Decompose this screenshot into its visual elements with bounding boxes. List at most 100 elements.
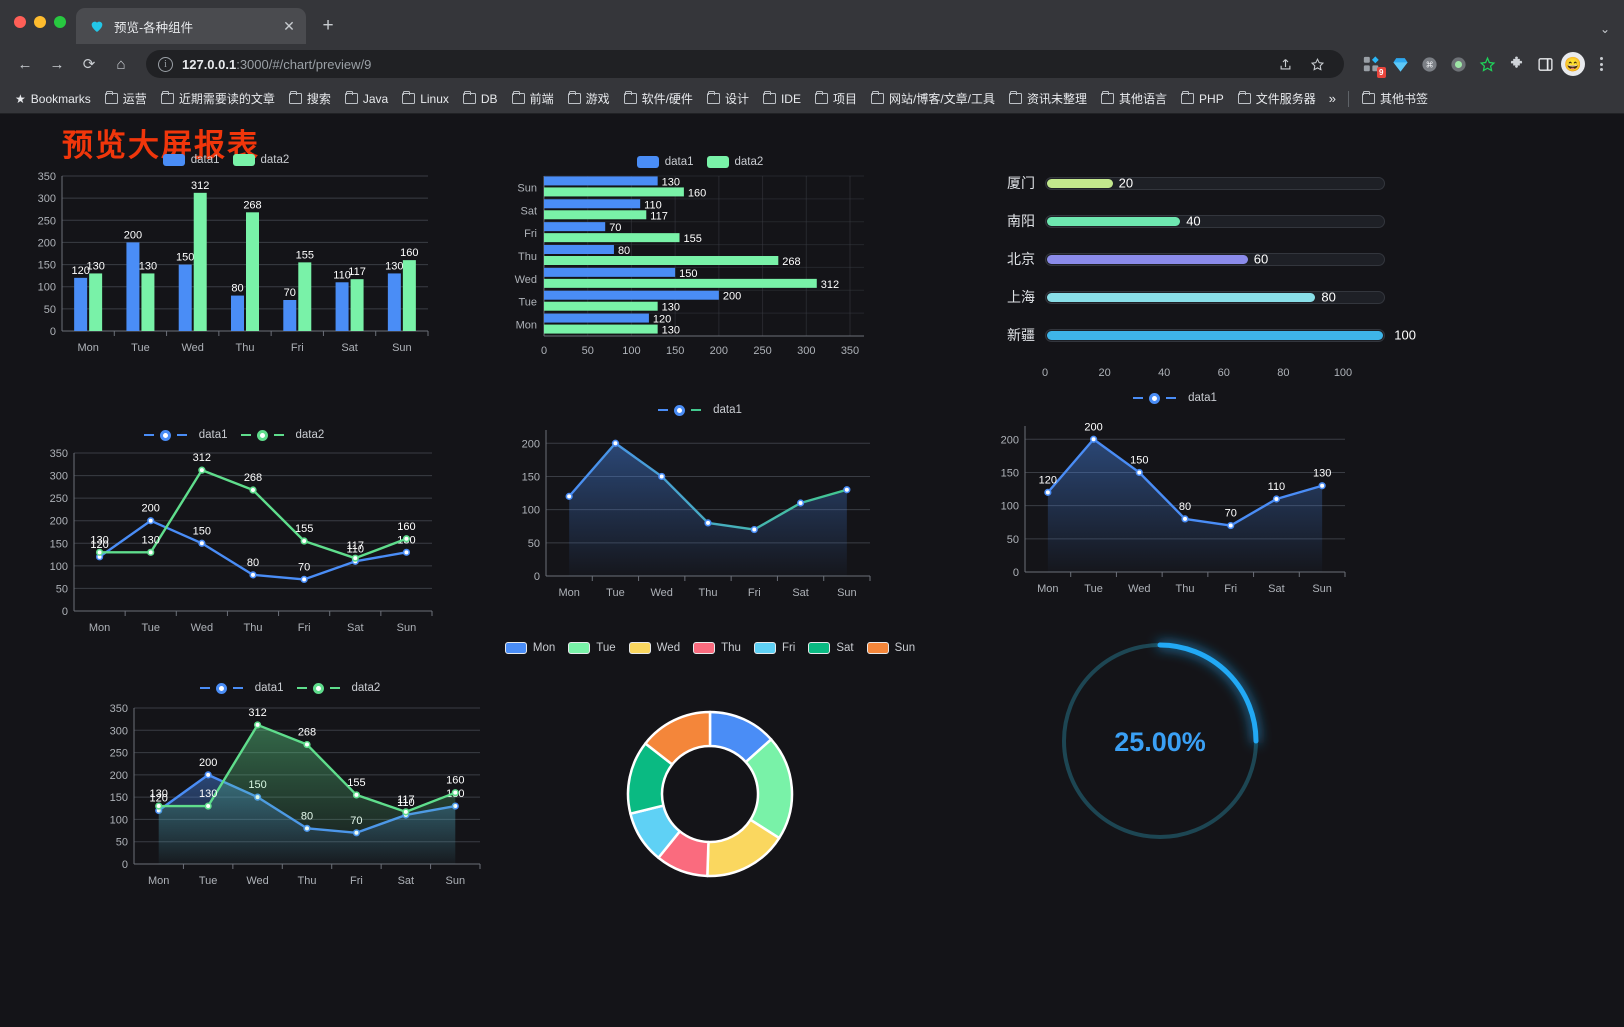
- legend-item[interactable]: Thu: [693, 642, 741, 654]
- legend-line-dual: data1 data2: [24, 429, 444, 441]
- share-icon[interactable]: [1270, 49, 1300, 79]
- close-window-button[interactable]: [14, 16, 26, 28]
- bookmark-item[interactable]: PHP: [1174, 89, 1231, 109]
- legend-item[interactable]: Sun: [866, 642, 915, 654]
- forward-button[interactable]: →: [49, 55, 65, 73]
- sidepanel-icon[interactable]: [1532, 51, 1558, 77]
- profile-avatar[interactable]: 😄: [1561, 52, 1585, 76]
- star-extension-icon[interactable]: [1474, 51, 1500, 77]
- legend-item[interactable]: data1: [1133, 392, 1217, 404]
- home-button[interactable]: ⌂: [116, 55, 126, 73]
- bookmark-item[interactable]: 近期需要读的文章: [154, 87, 282, 110]
- bookmarks-root[interactable]: ★ Bookmarks: [8, 89, 98, 109]
- chart-text: 160: [446, 775, 464, 787]
- bookmark-item[interactable]: 资讯未整理: [1002, 87, 1094, 110]
- legend-bar-vertical: data1 data2: [16, 154, 436, 166]
- legend-item[interactable]: data2: [296, 682, 380, 694]
- minimize-window-button[interactable]: [34, 16, 46, 28]
- bookmark-item[interactable]: Linux: [395, 89, 456, 109]
- data-point: [198, 539, 206, 547]
- browser-tab[interactable]: 预览-各种组件 ✕: [76, 8, 306, 44]
- chart-text: Wed: [246, 875, 268, 887]
- bookmark-item[interactable]: 搜索: [282, 87, 338, 110]
- bookmark-item[interactable]: 文件服务器: [1231, 87, 1323, 110]
- extensions-puzzle-icon[interactable]: 9: [1358, 51, 1386, 78]
- bookmark-item[interactable]: IDE: [756, 89, 808, 109]
- close-tab-button[interactable]: ✕: [283, 18, 295, 34]
- chart-text: Fri: [524, 228, 537, 240]
- bookmark-item[interactable]: Java: [338, 89, 395, 109]
- other-bookmarks-folder[interactable]: 其他书签: [1355, 87, 1435, 110]
- chart-area-single[interactable]: data1 0 50 100 150 200 Mon Tue Wed Thu Fri Sat Sun 1…: [975, 392, 1375, 632]
- bookmark-item[interactable]: 其他语言: [1094, 87, 1174, 110]
- chart-area-dual[interactable]: data1 data2 0 50 100 150 200 250 300 350 Mon Tue W…: [80, 682, 500, 932]
- progress-fill: [1047, 216, 1181, 226]
- chart-donut[interactable]: Mon Tue Wed Thu Fri Sat Sun: [500, 642, 920, 972]
- chart-text: Wed: [651, 587, 673, 599]
- area-fill: [1047, 439, 1323, 572]
- bookmark-item[interactable]: 游戏: [561, 87, 617, 110]
- folder-icon: [706, 90, 720, 104]
- bookmark-item[interactable]: 运营: [98, 87, 154, 110]
- bookmark-item[interactable]: 项目: [808, 87, 864, 110]
- chart-text: 250: [50, 493, 68, 505]
- puzzle-extension-icon[interactable]: [1503, 51, 1529, 77]
- legend-item[interactable]: data1: [636, 156, 694, 168]
- legend-item[interactable]: data1: [162, 154, 220, 166]
- data-point: [1227, 521, 1235, 530]
- bookmark-item[interactable]: 网站/博客/文章/工具: [864, 87, 1002, 110]
- legend-item[interactable]: data1: [143, 429, 228, 441]
- legend-item[interactable]: data1: [658, 404, 742, 416]
- bookmark-star-icon[interactable]: [1302, 49, 1332, 79]
- browser-menu-button[interactable]: [1588, 51, 1614, 77]
- chart-text: 130: [86, 260, 104, 272]
- chart-line-dual[interactable]: data1 data2 0 50 100 150 200 250 300 350 Mon Tue W…: [24, 429, 444, 669]
- chart-text: Thu: [1176, 583, 1195, 595]
- chart-line-smooth[interactable]: data1 0 50 100 150 200 Mon Tue Wed Thu Fri Sat Sun: [500, 404, 900, 644]
- legend-item[interactable]: Fri: [753, 642, 795, 654]
- bookmark-item[interactable]: 软件/硬件: [617, 87, 700, 110]
- legend-item[interactable]: Sat: [808, 642, 854, 654]
- bookmark-label: 资讯未整理: [1027, 92, 1088, 106]
- pie-slice[interactable]: [644, 710, 712, 766]
- chart-text: 110: [397, 797, 415, 809]
- maximize-window-button[interactable]: [54, 16, 66, 28]
- legend-item[interactable]: data2: [706, 156, 764, 168]
- legend-label: data2: [734, 156, 764, 168]
- grammar-extension-icon[interactable]: ⌘: [1416, 51, 1442, 77]
- bookmarks-overflow-button[interactable]: »: [1328, 91, 1336, 106]
- legend-item[interactable]: Mon: [504, 642, 555, 654]
- diamond-extension-icon[interactable]: [1387, 51, 1413, 77]
- chart-text: 70: [609, 222, 621, 234]
- progress-label: 厦门: [1007, 175, 1035, 191]
- chart-text: 20: [1098, 367, 1110, 379]
- chart-text: 100: [1334, 367, 1352, 379]
- new-tab-button[interactable]: +: [322, 15, 334, 36]
- address-bar[interactable]: i 127.0.0.1:3000/#/chart/preview/9: [146, 50, 1344, 78]
- area-fill: [569, 443, 847, 576]
- reload-button[interactable]: ⟳: [82, 56, 96, 73]
- legend-item[interactable]: Tue: [568, 642, 616, 654]
- circle-extension-icon[interactable]: [1445, 51, 1471, 77]
- chart-text: Fri: [350, 875, 363, 887]
- chart-text: Wed: [1128, 583, 1150, 595]
- chart-text: 155: [684, 233, 702, 245]
- progress-track: 20: [1045, 176, 1385, 191]
- legend-item[interactable]: Wed: [628, 642, 680, 654]
- chart-progress-bars[interactable]: 厦门 20 南阳 40 北京 60 上海 80 新疆 100 0 20 40 60 80 100: [985, 156, 1416, 416]
- back-button[interactable]: ←: [17, 55, 33, 73]
- chevron-down-icon[interactable]: ⌄: [1599, 22, 1610, 36]
- legend-item[interactable]: data2: [240, 429, 324, 441]
- legend-item[interactable]: data1: [199, 682, 284, 694]
- bar: [283, 300, 297, 331]
- bookmark-item[interactable]: 设计: [700, 87, 756, 110]
- legend-item[interactable]: data2: [232, 154, 289, 166]
- bookmark-item[interactable]: DB: [456, 89, 505, 109]
- chart-bar-horizontal[interactable]: data1 data2 0 50 100 150 200 250 300 350 Sun 130 1…: [500, 156, 900, 406]
- chart-gauge[interactable]: 25.00%: [1020, 619, 1310, 919]
- bookmark-label: Linux: [420, 91, 449, 106]
- area-single-svg: 0 50 100 150 200 Mon Tue Wed Thu Fri Sat Sun 120 200 1…: [1001, 421, 1346, 595]
- chart-bar-vertical[interactable]: data1 data2 0 50 100 150 200 250 300 350 Mon 120 1…: [16, 154, 436, 404]
- site-info-icon[interactable]: i: [158, 56, 173, 72]
- bookmark-item[interactable]: 前端: [505, 87, 561, 110]
